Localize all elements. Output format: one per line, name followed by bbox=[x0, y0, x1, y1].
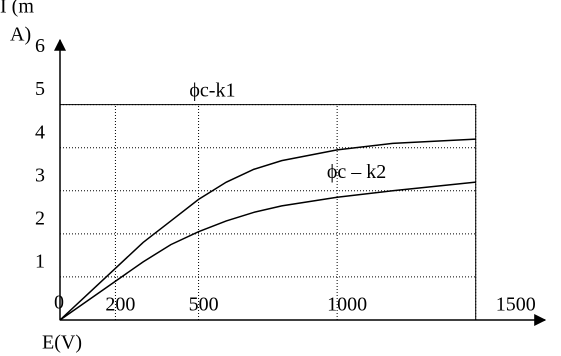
y-tick-label: 0 bbox=[54, 292, 64, 314]
y-tick-label: 3 bbox=[35, 164, 45, 186]
x-axis-label: E(V) bbox=[42, 332, 82, 354]
x-tick-label: 1500 bbox=[496, 294, 536, 316]
annotation: ϕc-k1 bbox=[189, 79, 235, 101]
y-tick-label: 2 bbox=[35, 207, 45, 229]
line-series bbox=[59, 138, 476, 321]
y-tick-label: 6 bbox=[35, 35, 45, 57]
y-axis-label: I (m bbox=[0, 0, 34, 18]
y-axis-label: A) bbox=[10, 24, 31, 46]
y-tick-label: 4 bbox=[35, 121, 45, 143]
frame bbox=[59, 104, 477, 321]
x-tick-label: 500 bbox=[189, 294, 219, 316]
x-tick-label: 200 bbox=[105, 294, 135, 316]
line-series bbox=[59, 181, 476, 321]
y-tick-label: 1 bbox=[35, 251, 45, 273]
annotation: ϕc – k2 bbox=[327, 161, 386, 183]
x-tick-label: 1000 bbox=[327, 294, 367, 316]
y-tick-label: 5 bbox=[35, 78, 45, 100]
